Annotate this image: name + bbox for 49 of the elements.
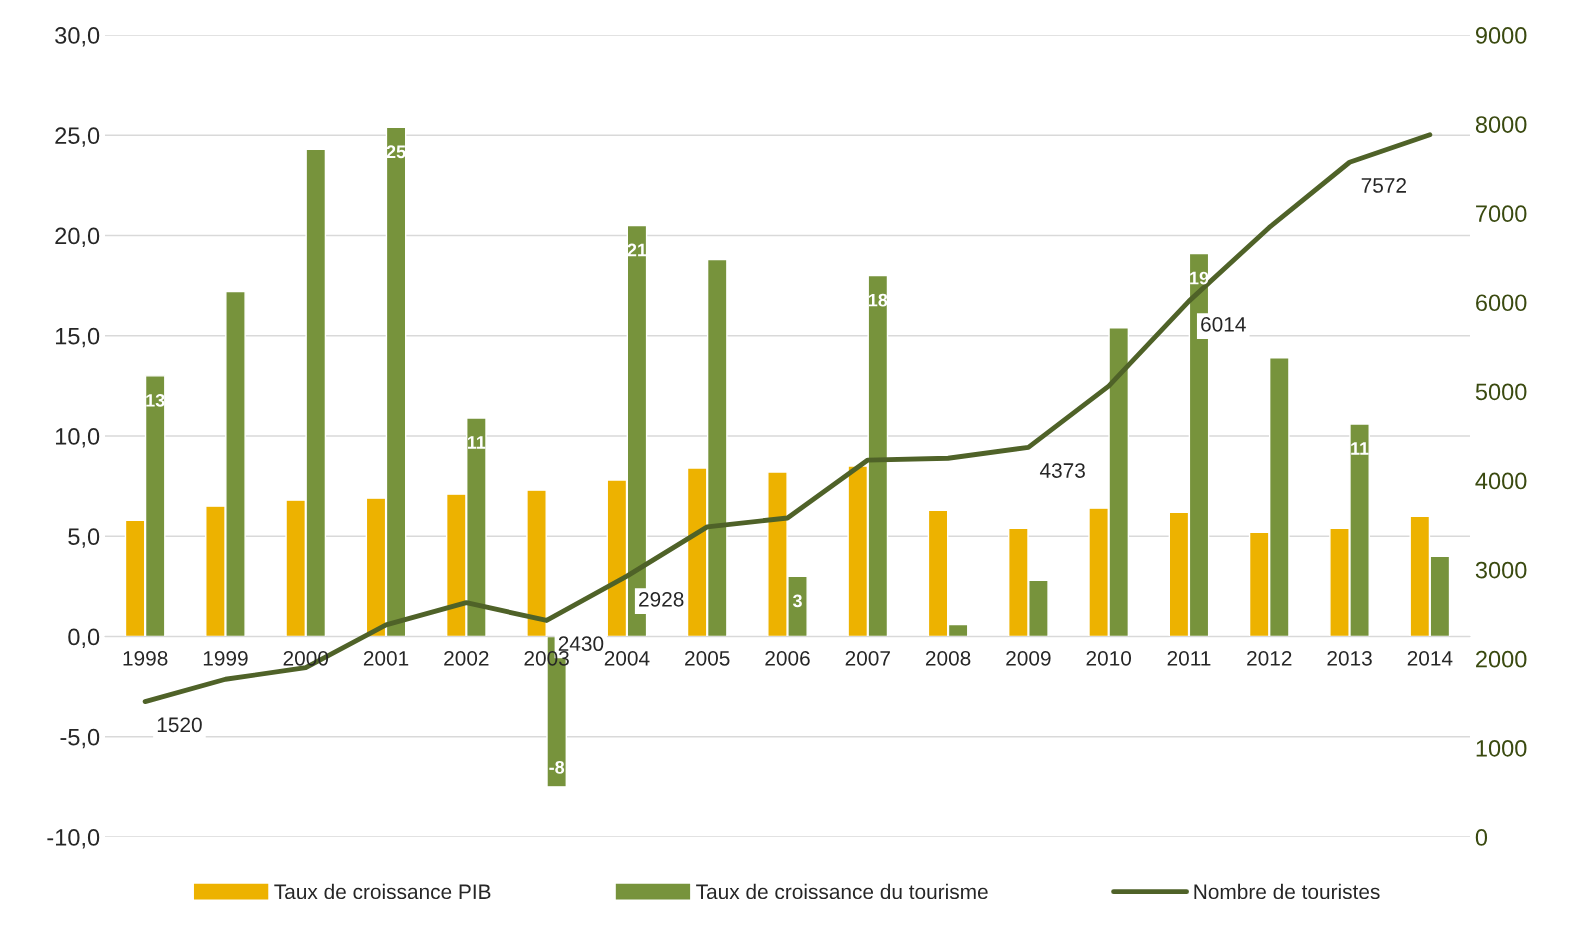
legend-label: Taux de croissance PIB <box>274 883 491 900</box>
x-tick-label: 2005 <box>685 650 730 666</box>
y2-tick-label: 7000 <box>1476 205 1527 223</box>
x-tick-label: 2001 <box>363 650 409 666</box>
data-label: 25 <box>386 145 406 159</box>
y-tick-label: -5,0 <box>60 728 100 749</box>
y-tick-label: 0,0 <box>68 628 100 649</box>
y-tick-label: 15,0 <box>55 327 100 348</box>
y-tick-label: 10,0 <box>55 428 100 448</box>
x-tick-label: 2012 <box>1247 650 1292 666</box>
data-label: 6014 <box>1201 316 1246 332</box>
y2-tick-label: 1000 <box>1476 739 1527 757</box>
x-tick-label: 2010 <box>1086 650 1132 666</box>
x-tick-label: 2006 <box>765 650 810 666</box>
data-label: 2928 <box>639 591 684 607</box>
x-tick-label: 2013 <box>1327 650 1372 666</box>
y2-tick-label: 3000 <box>1475 561 1527 579</box>
x-tick-label: 2014 <box>1407 650 1453 666</box>
data-label: 21 <box>627 243 647 257</box>
y-tick-label: 5,0 <box>68 528 100 548</box>
y2-tick-label: 5000 <box>1475 383 1527 401</box>
y2-tick-label: 9000 <box>1475 27 1527 44</box>
data-label: 1520 <box>157 717 202 733</box>
y-tick-label: 30,0 <box>55 27 100 47</box>
x-tick-label: 2004 <box>604 650 650 666</box>
data-label: 19 <box>1190 271 1209 285</box>
x-tick-label: 1999 <box>203 650 248 666</box>
x-tick-label: 2009 <box>1006 650 1051 666</box>
data-label: 2430 <box>558 636 604 652</box>
x-tick-label: 1998 <box>123 650 168 666</box>
legend-label: Nombre de touristes <box>1194 883 1380 900</box>
y2-tick-label: 8000 <box>1475 116 1527 133</box>
legend-label: Taux de croissance du tourisme <box>696 883 988 900</box>
x-tick-label: 2007 <box>845 650 890 666</box>
data-label: 11 <box>1351 442 1369 455</box>
y2-tick-label: 0 <box>1475 829 1488 846</box>
x-tick-label: 2002 <box>444 650 489 666</box>
data-label: 18 <box>868 293 888 307</box>
y2-tick-label: 4000 <box>1475 472 1527 490</box>
data-label: 3 <box>792 594 802 608</box>
data-label: 7572 <box>1361 178 1406 193</box>
y-tick-label: -10,0 <box>47 829 100 849</box>
data-label: 4373 <box>1039 463 1085 478</box>
x-tick-label: 2011 <box>1167 650 1211 666</box>
y-tick-label: 25,0 <box>55 127 100 147</box>
y-tick-label: 20,0 <box>55 227 100 248</box>
y2-tick-label: 6000 <box>1476 294 1527 312</box>
x-tick-label: 2008 <box>925 650 971 666</box>
data-label: -8 <box>549 760 565 774</box>
